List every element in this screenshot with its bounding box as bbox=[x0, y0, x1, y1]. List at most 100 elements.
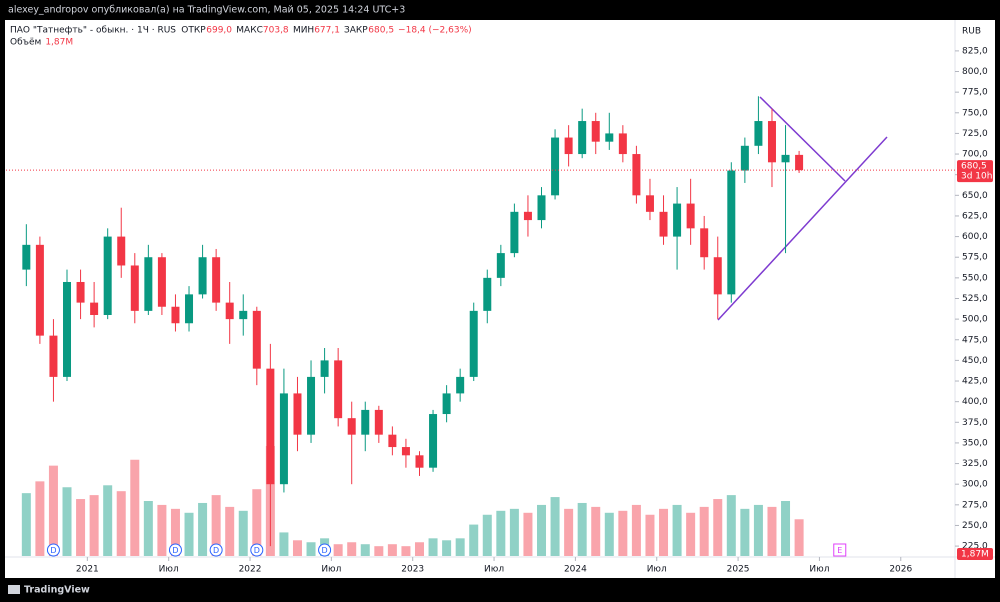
y-tick-label: 475,0 bbox=[962, 335, 988, 345]
volume-bar bbox=[387, 544, 397, 556]
volume-bar bbox=[62, 487, 72, 556]
y-tick-label: 525,0 bbox=[962, 294, 988, 304]
candle-body bbox=[700, 228, 709, 258]
volume-bar bbox=[659, 508, 669, 556]
volume-bar bbox=[781, 501, 791, 556]
x-tick-label: 2025 bbox=[727, 565, 750, 575]
y-tick-label: 450,0 bbox=[962, 356, 988, 366]
y-tick-label: 725,0 bbox=[962, 129, 988, 139]
y-tick-label: 750,0 bbox=[962, 108, 988, 118]
candle-body bbox=[442, 393, 451, 415]
volume-badge-label: 1,87M bbox=[961, 550, 989, 560]
candle-body bbox=[212, 257, 221, 303]
volume-bar bbox=[726, 495, 736, 556]
candle-body bbox=[578, 121, 587, 155]
volume-bar bbox=[211, 495, 221, 556]
candle-body bbox=[754, 121, 763, 146]
dividend-marker bbox=[318, 543, 332, 557]
currency: RUB bbox=[962, 27, 981, 37]
volume-bar bbox=[577, 502, 587, 556]
y-tick-label: 800,0 bbox=[962, 67, 988, 77]
candle-body bbox=[659, 211, 668, 237]
chart-area bbox=[5, 20, 995, 578]
candle-body bbox=[523, 211, 532, 221]
volume-badge bbox=[957, 548, 993, 560]
candle-body bbox=[564, 137, 573, 155]
last-price-label: 680,5 bbox=[961, 162, 987, 172]
x-tick-label: 2023 bbox=[401, 565, 424, 575]
candle-body bbox=[767, 121, 776, 163]
volume-bar bbox=[401, 546, 411, 556]
volume-bar bbox=[360, 544, 370, 556]
volume-bar bbox=[537, 504, 547, 556]
marker-label: D bbox=[322, 546, 328, 555]
volume-bar bbox=[794, 519, 804, 556]
dividend-marker bbox=[46, 543, 60, 557]
volume-bar bbox=[713, 499, 723, 556]
volume-bar bbox=[333, 544, 343, 556]
x-tick-label: Июл bbox=[484, 565, 504, 575]
candle-body bbox=[727, 170, 736, 295]
volume-bar bbox=[645, 514, 655, 556]
volume-bar bbox=[699, 506, 709, 556]
volume-bar bbox=[414, 542, 424, 556]
volume-bar bbox=[753, 504, 763, 556]
volume-bar bbox=[442, 540, 452, 556]
candle-body bbox=[496, 253, 505, 278]
dividend-marker bbox=[250, 543, 264, 557]
volume-bar bbox=[767, 506, 777, 556]
candle-body bbox=[266, 368, 275, 485]
volume-bar bbox=[482, 514, 492, 556]
volume-bar bbox=[184, 512, 194, 556]
legend-change: −18,4 (−2,63%) bbox=[398, 26, 472, 36]
candle-body bbox=[198, 257, 207, 295]
legend-name: ОТКР bbox=[181, 26, 206, 36]
volume-bar bbox=[157, 504, 167, 556]
volume-bar bbox=[306, 542, 316, 556]
legend-value: 703,8 bbox=[263, 26, 289, 36]
candle-body bbox=[781, 154, 790, 163]
legend-name: ЗАКР bbox=[344, 26, 368, 36]
candle-body bbox=[307, 376, 316, 435]
candle-body bbox=[537, 195, 546, 221]
y-tick-label: 575,0 bbox=[962, 253, 988, 263]
trend-line bbox=[717, 136, 888, 321]
volume-bar bbox=[374, 546, 384, 556]
y-tick-label: 375,0 bbox=[962, 418, 988, 428]
volume-name: Объём bbox=[10, 38, 41, 48]
y-tick-label: 625,0 bbox=[962, 211, 988, 221]
candle-body bbox=[117, 236, 126, 266]
legend-value: 699,0 bbox=[206, 26, 232, 36]
brand-text: TradingView bbox=[24, 585, 90, 596]
volume-bar bbox=[292, 540, 302, 556]
candle-body bbox=[347, 418, 356, 435]
y-tick-label: 775,0 bbox=[962, 88, 988, 98]
legend-value: 677,1 bbox=[314, 26, 340, 36]
earnings-marker bbox=[833, 543, 847, 557]
volume-bar bbox=[550, 497, 560, 556]
candle-body bbox=[103, 236, 112, 315]
legend-name: МАКС bbox=[236, 26, 263, 36]
volume-bar bbox=[35, 481, 45, 556]
y-tick-label: 350,0 bbox=[962, 438, 988, 448]
candle-body bbox=[293, 393, 302, 435]
candle-body bbox=[35, 244, 44, 336]
volume-bar bbox=[48, 465, 58, 556]
candle-body bbox=[90, 302, 99, 315]
volume-bar bbox=[591, 506, 601, 556]
y-tick-label: 550,0 bbox=[962, 273, 988, 283]
candle-body bbox=[429, 414, 438, 468]
volume-bar bbox=[564, 508, 574, 556]
legend-name: МИН bbox=[293, 26, 314, 36]
candle-body bbox=[645, 195, 654, 212]
volume-bar bbox=[496, 510, 506, 556]
candle-body bbox=[401, 447, 410, 456]
marker-label: D bbox=[172, 546, 178, 555]
x-tick-label: Июл bbox=[647, 565, 667, 575]
volume-bar bbox=[89, 495, 99, 556]
candle-body bbox=[144, 257, 153, 311]
last-price-badge bbox=[957, 160, 993, 183]
volume-bar bbox=[116, 491, 126, 556]
candle-body bbox=[239, 310, 248, 320]
volume-bar bbox=[225, 506, 235, 556]
